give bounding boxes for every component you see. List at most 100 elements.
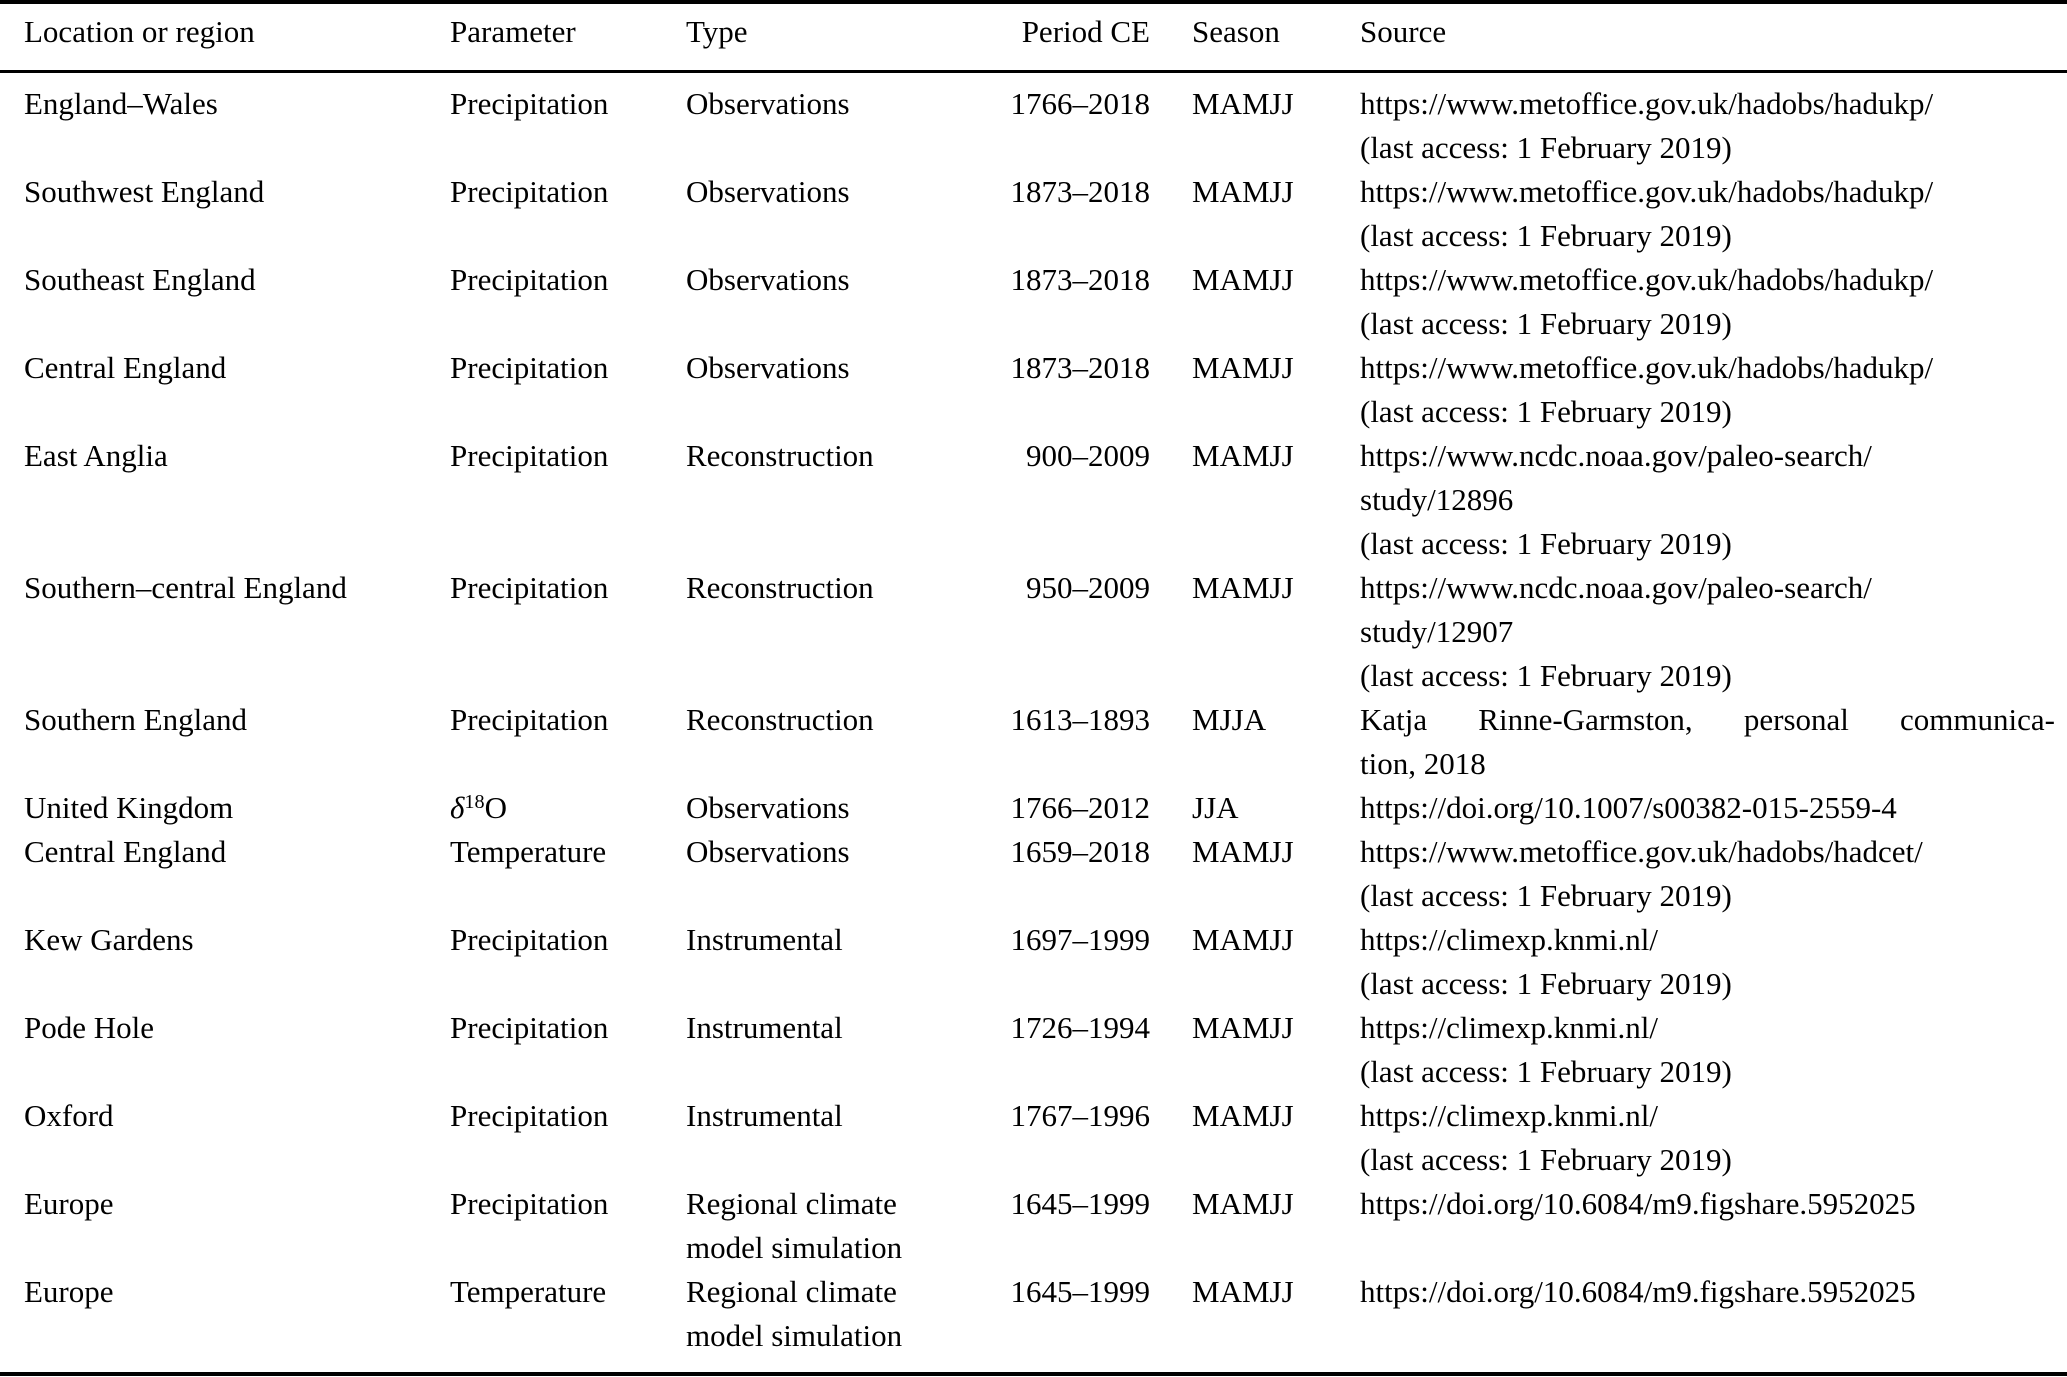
- cell-source: https://doi.org/10.1007/s00382-015-2559-…: [1318, 786, 2067, 830]
- source-line: (last access: 1 February 2019): [1360, 394, 1732, 429]
- type-line: Observations: [686, 350, 850, 385]
- cell-season: MAMJJ: [1192, 262, 1294, 297]
- source-line: study/12896: [1360, 482, 1514, 517]
- table-body: England–Wales Precipitation Observations 17…: [0, 72, 2067, 1375]
- source-url-link[interactable]: https://www.metoffice.gov.uk/hadobs/hadu…: [1360, 86, 1934, 121]
- cell-type: Reconstruction: [686, 698, 976, 786]
- source-url-link[interactable]: https://climexp.knmi.nl/: [1360, 922, 1658, 957]
- cell-type: Reconstruction: [686, 566, 976, 698]
- cell-parameter: Temperature: [450, 1274, 607, 1309]
- source-line: study/12907: [1360, 614, 1514, 649]
- cell-location: Kew Gardens: [24, 922, 194, 957]
- cell-season: MJJA: [1192, 702, 1267, 737]
- source-url-link[interactable]: https://doi.org/10.6084/m9.figshare.5952…: [1360, 1186, 1916, 1221]
- source-line: (last access: 1 February 2019): [1360, 218, 1732, 253]
- cell-location: Pode Hole: [24, 1010, 155, 1045]
- cell-period: 1659–2018: [1010, 834, 1151, 869]
- parameter-part: O: [484, 790, 507, 825]
- source-url-link[interactable]: https://www.ncdc.noaa.gov/paleo-search/: [1360, 570, 1872, 605]
- cell-period: 1645–1999: [1010, 1186, 1151, 1221]
- cell-type: Observations: [686, 170, 976, 258]
- cell-parameter: Precipitation: [450, 86, 609, 121]
- cell-source: https://www.metoffice.gov.uk/hadobs/hadu…: [1318, 170, 2067, 258]
- cell-source: https://climexp.knmi.nl/ (last access: 1 …: [1318, 1094, 2067, 1182]
- cell-source: https://www.metoffice.gov.uk/hadobs/hadc…: [1318, 830, 2067, 918]
- cell-source: https://doi.org/10.6084/m9.figshare.5952…: [1318, 1270, 2067, 1374]
- cell-parameter: δ18O: [450, 786, 686, 830]
- cell-location: Southeast England: [24, 262, 256, 297]
- type-line: model simulation: [686, 1318, 903, 1353]
- source-url-link[interactable]: https://www.metoffice.gov.uk/hadobs/hadu…: [1360, 262, 1934, 297]
- cell-season: MAMJJ: [1192, 1186, 1294, 1221]
- cell-type: Regional climate model simulation: [686, 1182, 976, 1270]
- table-row: Central England Temperature Observations 16…: [0, 830, 2067, 918]
- type-line: Regional climate: [686, 1274, 897, 1309]
- cell-source: https://doi.org/10.6084/m9.figshare.5952…: [1318, 1182, 2067, 1270]
- cell-type: Observations: [686, 346, 976, 434]
- type-line: Regional climate: [686, 1186, 897, 1221]
- cell-parameter: Precipitation: [450, 174, 609, 209]
- cell-source: https://www.ncdc.noaa.gov/paleo-search/s…: [1318, 434, 2067, 566]
- table-row: England–Wales Precipitation Observations 17…: [0, 72, 2067, 171]
- source-url-link[interactable]: https://doi.org/10.1007/s00382-015-2559-…: [1360, 790, 1897, 825]
- table-row: Europe Precipitation Regional climate model…: [0, 1182, 2067, 1270]
- cell-type: Observations: [686, 72, 976, 171]
- column-header-source: Source: [1318, 2, 2067, 73]
- type-line: Observations: [686, 86, 850, 121]
- cell-type: Observations: [686, 786, 976, 830]
- parameter-part: δ: [450, 790, 465, 825]
- source-line: (last access: 1 February 2019): [1360, 1142, 1732, 1177]
- source-line: (last access: 1 February 2019): [1360, 1054, 1732, 1089]
- cell-location: Central England: [24, 834, 227, 869]
- type-line: Observations: [686, 174, 850, 209]
- table-row: United Kingdom δ18O Observations 1766–2012 J…: [0, 786, 2067, 830]
- cell-type: Instrumental: [686, 1094, 976, 1182]
- source-url-link[interactable]: https://www.metoffice.gov.uk/hadobs/hadu…: [1360, 174, 1934, 209]
- type-line: Reconstruction: [686, 702, 874, 737]
- table-row: Southeast England Precipitation Observatio…: [0, 258, 2067, 346]
- cell-source: https://www.metoffice.gov.uk/hadobs/hadu…: [1318, 258, 2067, 346]
- source-line: (last access: 1 February 2019): [1360, 966, 1732, 1001]
- cell-location: East Anglia: [24, 438, 168, 473]
- cell-parameter: Precipitation: [450, 1010, 609, 1045]
- cell-location: Europe: [24, 1274, 114, 1309]
- type-line: Reconstruction: [686, 438, 874, 473]
- source-line: (last access: 1 February 2019): [1360, 526, 1732, 561]
- cell-parameter: Precipitation: [450, 702, 609, 737]
- table-row: Kew Gardens Precipitation Instrumental 1697…: [0, 918, 2067, 1006]
- column-header-type: Type: [686, 2, 976, 73]
- table-row: Southwest England Precipitation Observatio…: [0, 170, 2067, 258]
- column-header-parameter: Parameter: [450, 2, 686, 73]
- table-row: Oxford Precipitation Instrumental 1767–1996…: [0, 1094, 2067, 1182]
- table-header: Location or region Parameter Type Period…: [0, 2, 2067, 73]
- table-row: Central England Precipitation Observations…: [0, 346, 2067, 434]
- cell-parameter: Precipitation: [450, 570, 609, 605]
- cell-parameter: Precipitation: [450, 922, 609, 957]
- cell-source: https://www.metoffice.gov.uk/hadobs/hadu…: [1318, 72, 2067, 171]
- source-line: (last access: 1 February 2019): [1360, 130, 1732, 165]
- source-url-link[interactable]: https://doi.org/10.6084/m9.figshare.5952…: [1360, 1274, 1916, 1309]
- cell-source: Katja Rinne-Garmston, personal communica…: [1318, 698, 2067, 786]
- cell-season: JJA: [1192, 790, 1239, 825]
- cell-location: Southwest England: [24, 174, 265, 209]
- cell-season: MAMJJ: [1192, 86, 1294, 121]
- source-url-link[interactable]: https://climexp.knmi.nl/: [1360, 1010, 1658, 1045]
- cell-location: Europe: [24, 1186, 114, 1221]
- cell-location: Oxford: [24, 1098, 114, 1133]
- source-url-link[interactable]: https://www.ncdc.noaa.gov/paleo-search/: [1360, 438, 1872, 473]
- source-url-link[interactable]: https://www.metoffice.gov.uk/hadobs/hadc…: [1360, 834, 1923, 869]
- cell-type: Observations: [686, 830, 976, 918]
- cell-period: 1873–2018: [1010, 174, 1151, 209]
- type-line: Observations: [686, 834, 850, 869]
- cell-parameter: Temperature: [450, 834, 607, 869]
- source-url-link[interactable]: https://climexp.knmi.nl/: [1360, 1098, 1658, 1133]
- cell-location: Southern England: [24, 702, 247, 737]
- cell-period: 1766–2018: [1010, 86, 1151, 121]
- parameter-part: 18: [464, 790, 485, 813]
- cell-season: MAMJJ: [1192, 1010, 1294, 1045]
- type-line: Instrumental: [686, 1010, 843, 1045]
- cell-parameter: Precipitation: [450, 1186, 609, 1221]
- source-line: (last access: 1 February 2019): [1360, 878, 1732, 913]
- source-url-link[interactable]: https://www.metoffice.gov.uk/hadobs/hadu…: [1360, 350, 1934, 385]
